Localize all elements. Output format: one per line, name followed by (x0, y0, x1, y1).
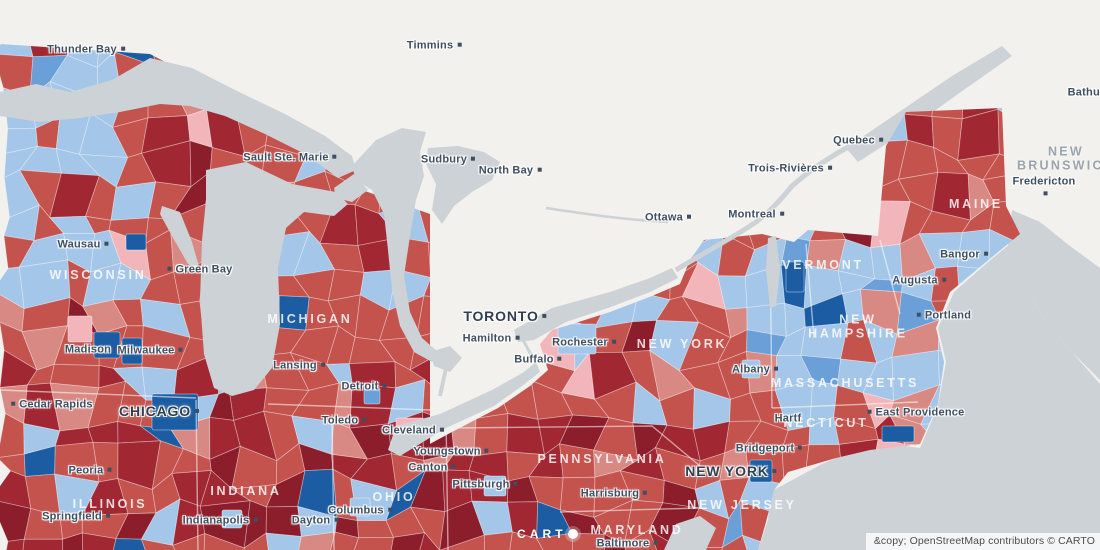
county-cell (411, 531, 455, 550)
county-highlight-chittenden-county (785, 261, 805, 293)
county-cell (718, 534, 756, 550)
county-highlight-marion-county (221, 509, 243, 529)
lake-erie (388, 362, 540, 456)
county-cell (292, 531, 336, 550)
lake-ontario (514, 268, 678, 342)
county-cell (559, 443, 596, 479)
lake-michigan (200, 162, 348, 396)
county-highlight-providence-area (881, 425, 915, 443)
county-cell (108, 538, 154, 550)
county-cell (388, 532, 426, 550)
county-highlight-milwaukee-county (121, 337, 143, 365)
county-cell (473, 413, 509, 457)
county-cell (278, 295, 310, 331)
county-cell (483, 531, 513, 550)
county-highlight-new-york-city (749, 459, 773, 483)
lake-champlain (766, 236, 780, 308)
county-cell (603, 533, 631, 550)
county-cell (505, 531, 551, 550)
state-borders (0, 239, 919, 550)
lake-superior (0, 58, 356, 178)
county-highlight-monroe-county (557, 323, 597, 355)
county-cell (20, 538, 64, 550)
county-highlight-madison-west (67, 315, 93, 343)
great-lakes-water (0, 58, 852, 550)
straits-of-mackinac (334, 174, 368, 202)
ottawa-river (545, 206, 669, 224)
county-cell (62, 532, 84, 550)
county-cell (140, 538, 188, 550)
county-highlight-franklin-county (349, 497, 371, 517)
carto-logo-dot-icon (567, 529, 578, 539)
georgian-bay (426, 146, 500, 224)
lake-huron (352, 128, 438, 362)
county-cell (678, 546, 723, 550)
delaware-bay (664, 516, 716, 550)
ocean-water (758, 46, 1100, 550)
map-attribution[interactable]: &copy; OpenStreetMap contributors © CART… (865, 533, 1100, 550)
county-cell (326, 531, 360, 550)
county-cell (265, 532, 302, 550)
county-cell (800, 322, 849, 360)
county-highlight-albany-county (741, 359, 761, 379)
county-cell (265, 506, 302, 537)
st-lawrence-river (674, 143, 852, 273)
county-highlight-allegheny-county (483, 475, 507, 497)
county-highlight-wayne-county (363, 387, 381, 405)
county-cell (536, 532, 574, 550)
county-highlight-marathon-area (125, 233, 147, 251)
county-highlight-cook-county (151, 393, 199, 431)
green-bay-water (160, 206, 200, 270)
lake-st-clair (430, 346, 462, 372)
county-cell (623, 529, 665, 550)
county-cell (172, 533, 206, 550)
county-cell (203, 533, 245, 550)
county-cell (81, 532, 117, 550)
county-cell (1, 538, 25, 550)
st-lawrence-estuary (846, 46, 1012, 162)
carto-logo-text: CART (517, 527, 567, 541)
niagara-river (520, 337, 538, 365)
county-cell (348, 536, 395, 550)
county-highlight-dane-county (93, 331, 121, 359)
county-cell (242, 532, 271, 550)
county-cell (571, 532, 606, 550)
county-cell (409, 506, 446, 550)
carto-logo[interactable]: CART (517, 527, 578, 541)
detroit-river (438, 367, 448, 397)
county-cell (438, 534, 486, 550)
